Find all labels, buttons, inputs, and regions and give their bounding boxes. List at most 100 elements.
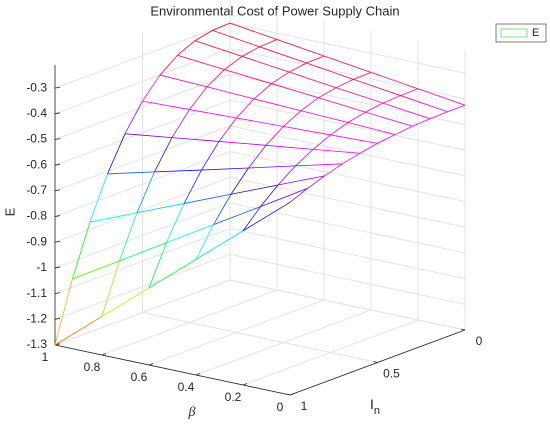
mesh-line <box>353 79 401 96</box>
mesh-line <box>89 212 138 223</box>
grid-line <box>229 202 466 254</box>
mesh-line <box>300 110 349 123</box>
mesh-line <box>230 167 249 195</box>
mesh-line <box>318 87 337 99</box>
mesh-line <box>213 194 232 225</box>
mesh-line <box>447 104 466 113</box>
mesh-line <box>183 169 202 204</box>
legend-swatch <box>500 28 528 38</box>
z-tick-label: -1 <box>36 260 47 274</box>
mesh-line <box>271 71 290 85</box>
y-tick-label: 0.5 <box>383 367 400 381</box>
z-tick <box>54 266 61 269</box>
mesh-line <box>142 74 161 102</box>
grid-line <box>229 125 466 177</box>
mesh-line <box>213 206 261 226</box>
z-tick-label: -1.1 <box>26 286 47 300</box>
mesh-line <box>377 134 396 144</box>
mesh-line <box>259 39 278 48</box>
z-tick-label: -1.2 <box>26 311 47 325</box>
mesh-line <box>230 184 279 195</box>
mesh-line <box>312 148 361 154</box>
z-tick-label: -0.3 <box>26 80 47 94</box>
mesh-line <box>218 141 267 146</box>
mesh-line <box>54 278 73 346</box>
mesh-line <box>107 171 155 175</box>
mesh-line <box>353 72 372 80</box>
x-tick-label: 0.2 <box>225 390 242 404</box>
grid-line <box>229 48 466 100</box>
mesh-line <box>300 97 319 112</box>
y-axis-label: In <box>370 396 380 417</box>
y-axis-label-sub: n <box>374 405 380 417</box>
z-tick-label: -0.4 <box>26 106 47 120</box>
mesh-line <box>324 163 343 177</box>
mesh-line <box>166 224 214 244</box>
y-tick-label: 0 <box>476 334 483 348</box>
z-tick <box>54 240 61 243</box>
mesh-line <box>224 56 243 70</box>
mesh-line <box>201 167 249 171</box>
z-tick-label: -0.6 <box>26 157 47 171</box>
z-tick <box>54 112 61 115</box>
mesh-line <box>400 95 448 113</box>
x-axis <box>54 344 291 396</box>
mesh-line <box>148 259 197 289</box>
mesh-line <box>201 141 220 171</box>
mesh-line <box>136 203 185 214</box>
x-tick-label: 0.8 <box>84 360 101 374</box>
mesh-line <box>306 55 325 64</box>
z-tick <box>54 86 61 89</box>
z-tick-label: -1.3 <box>26 337 47 351</box>
mesh-line <box>136 171 155 213</box>
mesh-line <box>412 118 431 127</box>
mesh-line <box>312 134 331 150</box>
x-tick-label: 0.4 <box>178 380 195 394</box>
grid-line <box>229 22 466 74</box>
x-tick-label: 1 <box>42 350 49 364</box>
mesh-line <box>248 165 296 169</box>
y-tick <box>373 361 378 363</box>
mesh-line <box>283 110 302 127</box>
mesh-line <box>154 169 202 173</box>
mesh-line <box>365 102 384 113</box>
mesh-line <box>323 55 372 73</box>
mesh-line <box>212 22 231 31</box>
x-tick <box>242 383 248 386</box>
x-tick <box>289 393 295 396</box>
z-tick <box>54 317 61 320</box>
x-axis-label: β <box>188 405 196 420</box>
mesh-line <box>206 69 225 88</box>
mesh-line <box>236 117 284 127</box>
z-tick <box>54 215 61 217</box>
mesh-line <box>101 260 120 317</box>
mesh-line <box>283 126 331 136</box>
mesh-line <box>159 54 178 76</box>
z-tick <box>54 292 61 295</box>
mesh-line <box>347 111 366 123</box>
mesh-line <box>194 40 243 57</box>
mesh-line <box>382 102 431 120</box>
mesh-line <box>124 133 173 139</box>
mesh-line <box>307 175 326 189</box>
grid-line <box>229 253 466 305</box>
mesh-line <box>288 62 307 73</box>
mesh-line <box>189 109 237 119</box>
mesh-line <box>236 98 255 119</box>
mesh-line <box>107 133 126 175</box>
mesh-line <box>101 287 150 317</box>
mesh-line <box>260 188 308 208</box>
z-tick-label: -0.7 <box>26 183 47 197</box>
mesh-line <box>306 62 354 80</box>
mesh-line <box>241 46 260 57</box>
mesh-line <box>171 137 220 142</box>
y-tick <box>460 328 466 331</box>
mesh-line <box>277 165 296 186</box>
mesh-line <box>159 74 208 88</box>
x-tick-label: 0 <box>277 400 284 414</box>
mesh-line <box>189 86 208 110</box>
mesh-line <box>124 100 143 134</box>
mesh-line <box>212 30 260 48</box>
mesh-line <box>259 46 307 64</box>
